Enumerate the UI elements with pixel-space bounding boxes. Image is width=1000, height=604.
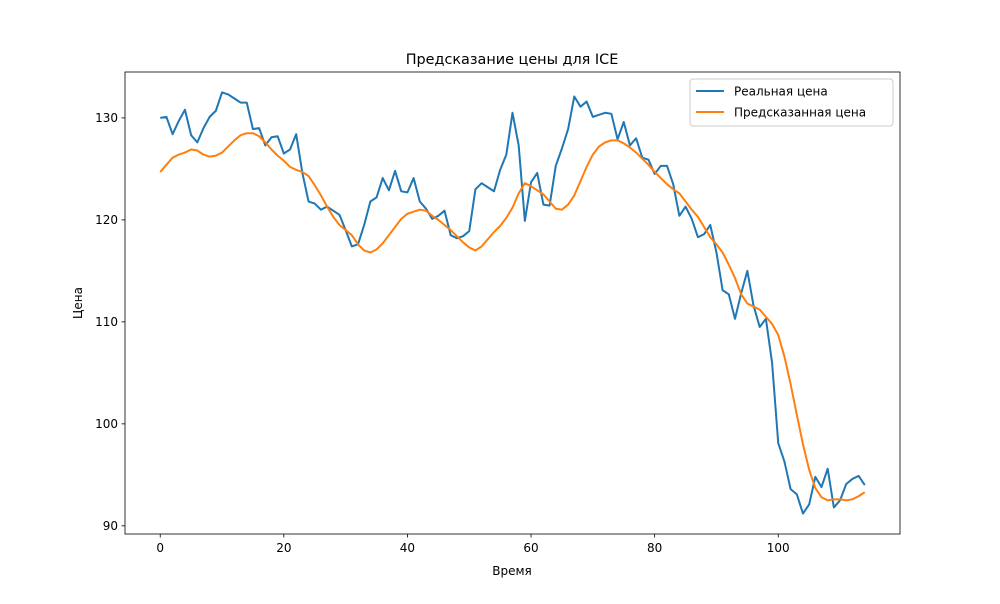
plot-border (124, 71, 901, 535)
x-tick-label: 0 (156, 541, 164, 555)
predicted-price-line (159, 132, 866, 502)
x-tick-label: 40 (400, 541, 415, 555)
real-price-line (160, 91, 866, 515)
y-tick-label: 100 (95, 417, 118, 431)
x-tick-label: 100 (767, 541, 790, 555)
legend: Реальная цена Предсказанная цена (689, 78, 894, 127)
x-axis-label: Время (492, 564, 532, 578)
legend-label-predicted: Предсказанная цена (734, 106, 866, 120)
legend-box (689, 78, 894, 127)
y-tick-label: 130 (95, 111, 118, 125)
series-lines (159, 91, 866, 515)
y-tick-label: 120 (95, 213, 118, 227)
y-tick-label: 110 (95, 315, 118, 329)
x-tick-label: 20 (276, 541, 291, 555)
y-axis-label: Цена (71, 287, 85, 319)
x-tick-label: 60 (523, 541, 538, 555)
chart-title: Предсказание цены для ICE (406, 52, 619, 68)
legend-label-real: Реальная цена (734, 85, 828, 99)
y-tick-label: 90 (103, 519, 118, 533)
plot-area (125, 72, 900, 534)
x-tick-label: 80 (647, 541, 662, 555)
axis-ticks: 0 20 40 60 80 100 90 100 110 120 130 (95, 111, 790, 555)
